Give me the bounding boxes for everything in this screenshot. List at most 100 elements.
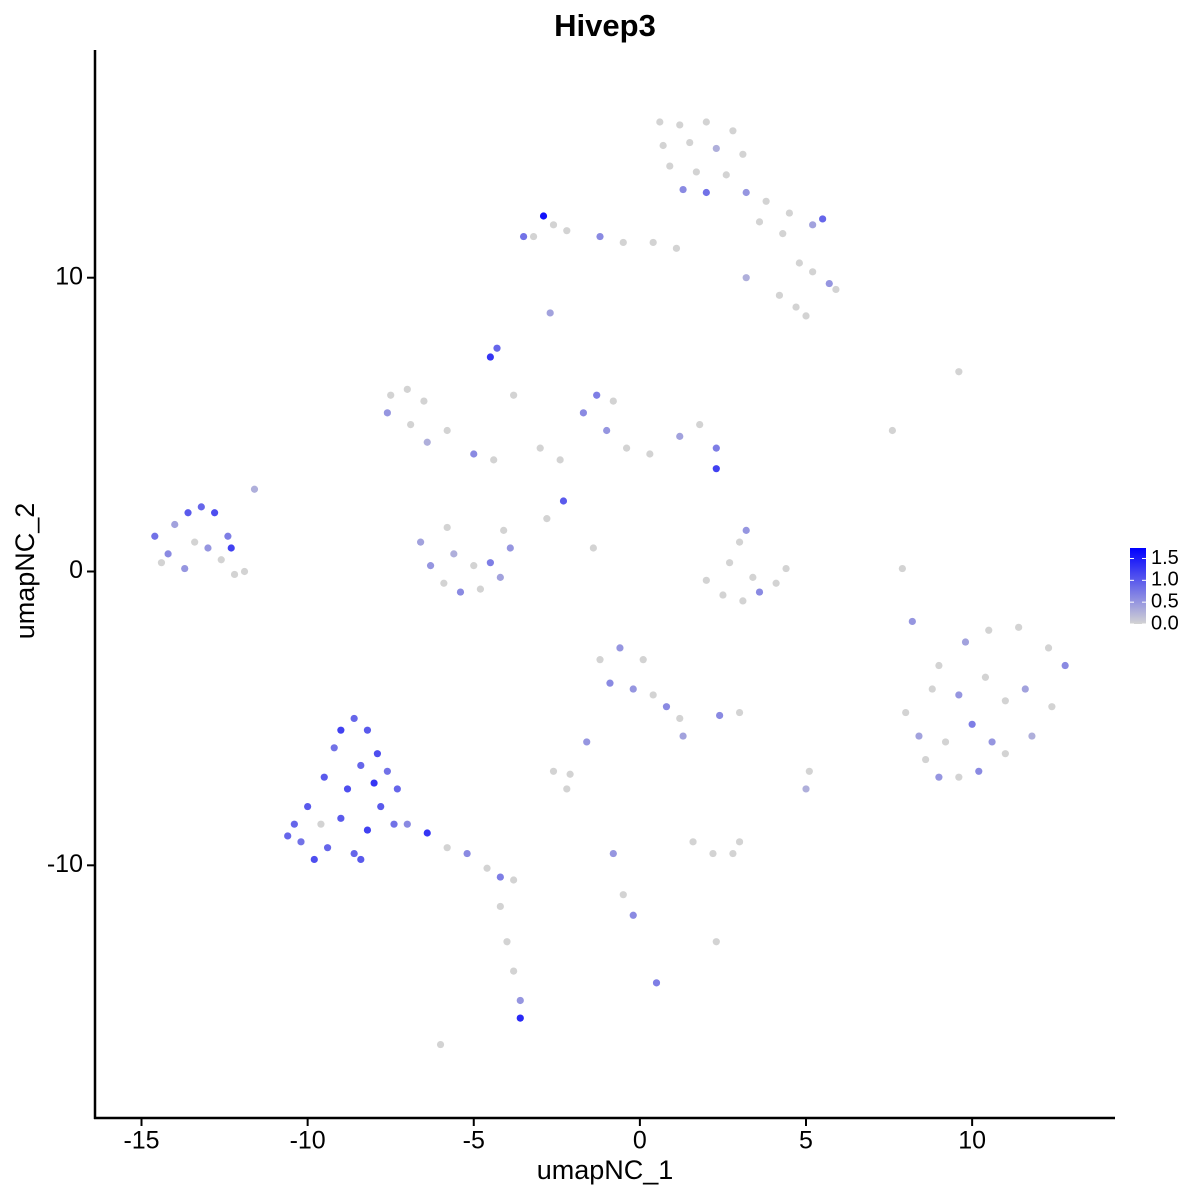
point: [440, 579, 448, 587]
point: [493, 344, 501, 352]
point: [961, 638, 970, 646]
point: [712, 144, 720, 153]
point: [692, 168, 700, 176]
point: [659, 141, 667, 150]
point: [357, 855, 365, 864]
point: [496, 573, 504, 581]
point: [609, 397, 617, 405]
point: [819, 215, 827, 223]
point: [171, 520, 179, 529]
point: [749, 573, 757, 581]
x-tick-label: 0: [633, 1127, 647, 1155]
point: [217, 556, 225, 564]
point: [363, 726, 372, 734]
point: [506, 544, 514, 552]
point: [802, 312, 810, 320]
point: [616, 644, 624, 652]
chart-title: Hivep3: [554, 8, 656, 43]
point: [792, 303, 800, 311]
point: [742, 274, 750, 282]
point: [323, 844, 332, 852]
point: [390, 820, 398, 828]
point: [227, 544, 235, 552]
point: [164, 550, 172, 558]
y-tick-label: -10: [47, 850, 83, 878]
point: [420, 397, 428, 405]
point: [337, 814, 345, 822]
point: [230, 570, 239, 579]
point: [157, 559, 166, 567]
point: [350, 714, 358, 723]
point: [320, 773, 328, 781]
point: [935, 661, 943, 670]
point: [795, 259, 803, 267]
point: [719, 591, 727, 599]
point: [297, 838, 305, 846]
point: [1061, 661, 1069, 670]
point: [486, 559, 494, 567]
point: [476, 585, 485, 593]
point: [310, 855, 318, 864]
x-axis-title: umapNC_1: [537, 1155, 674, 1185]
point: [702, 576, 710, 584]
point: [443, 844, 451, 852]
point: [639, 656, 647, 664]
point: [1015, 623, 1023, 631]
point: [503, 938, 511, 946]
colorbar-tick-label: 0.5: [1151, 590, 1179, 612]
point: [387, 391, 395, 399]
point: [184, 509, 192, 517]
point: [922, 755, 930, 764]
point: [373, 750, 382, 758]
point: [510, 391, 518, 399]
x-tick-label: -10: [290, 1127, 326, 1155]
colorbar-tick-label: 0.0: [1151, 612, 1179, 634]
point: [403, 385, 411, 393]
point: [825, 279, 833, 288]
point: [629, 685, 637, 693]
point: [290, 820, 298, 828]
point: [712, 938, 720, 946]
point: [735, 838, 744, 846]
point: [204, 544, 212, 552]
point: [343, 785, 352, 793]
point: [549, 767, 558, 775]
point: [672, 244, 681, 252]
point: [802, 785, 810, 793]
point: [785, 209, 793, 217]
point: [500, 526, 508, 534]
point: [370, 779, 378, 787]
point: [393, 785, 401, 793]
point: [383, 409, 391, 417]
point: [1001, 697, 1009, 705]
point: [649, 691, 657, 699]
point: [529, 232, 538, 241]
y-tick-label: 0: [69, 556, 83, 584]
point: [735, 538, 744, 546]
point: [702, 118, 710, 126]
point: [729, 849, 737, 858]
point: [510, 967, 518, 975]
point: [363, 826, 372, 834]
point: [742, 188, 750, 197]
point: [563, 227, 571, 235]
point: [775, 291, 784, 299]
point: [729, 127, 737, 135]
point: [284, 832, 292, 840]
point: [676, 714, 684, 723]
point: [981, 673, 990, 681]
point: [470, 450, 478, 458]
point: [350, 849, 358, 858]
point: [456, 588, 465, 596]
point: [546, 309, 554, 317]
point: [436, 1040, 445, 1049]
point: [689, 838, 697, 846]
point: [486, 353, 494, 361]
point: [646, 450, 654, 458]
point: [755, 218, 764, 226]
point: [403, 820, 411, 828]
point: [240, 567, 249, 576]
point: [566, 770, 574, 778]
